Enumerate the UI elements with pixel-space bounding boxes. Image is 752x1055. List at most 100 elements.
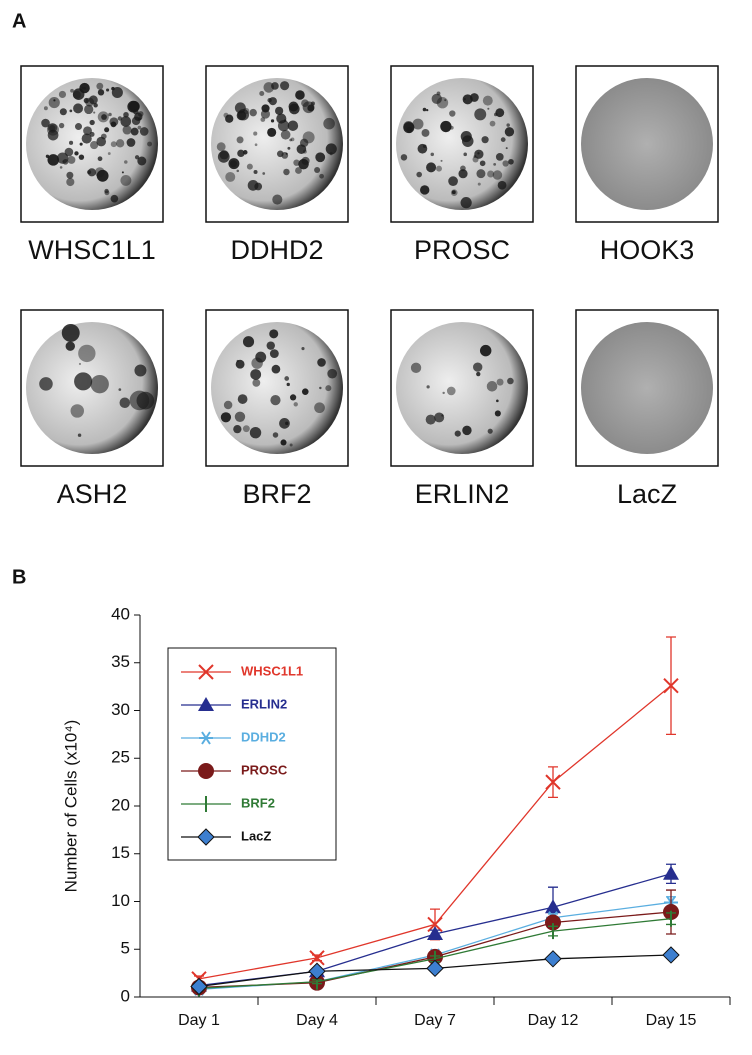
- colony: [494, 410, 501, 417]
- colony: [461, 135, 474, 147]
- colony: [280, 439, 287, 446]
- x-tick-label: Day 4: [296, 1012, 338, 1029]
- colony: [426, 162, 437, 173]
- colony: [254, 143, 258, 147]
- colony: [295, 90, 305, 100]
- y-axis-label: Number of Cells (x10⁴): [61, 720, 80, 893]
- colony: [70, 88, 74, 93]
- colony: [463, 152, 467, 157]
- colony: [84, 104, 94, 115]
- colony: [460, 197, 472, 209]
- colony: [283, 168, 290, 176]
- colony: [430, 152, 435, 157]
- marker: [545, 774, 561, 790]
- colony: [479, 160, 486, 167]
- colony: [259, 91, 265, 97]
- colony: [59, 108, 67, 116]
- plates: WHSC1L1 DDHD2 PROSC HOOK3 ASH2 BRF2 ERLIN2 LacZ: [20, 65, 719, 509]
- chart: 0 5 10 15 20 25 30 35 40 Number of Cells (x10⁴) Da…: [61, 604, 731, 1029]
- colony: [220, 412, 232, 423]
- colony: [436, 165, 442, 172]
- colony: [400, 154, 408, 161]
- legend-label: BRF2: [241, 795, 275, 810]
- colony: [106, 88, 110, 92]
- colony: [90, 141, 99, 150]
- colony: [78, 344, 96, 363]
- colony: [242, 425, 250, 433]
- colony: [426, 108, 429, 112]
- x-tick-label: Day 1: [178, 1012, 220, 1029]
- marker: [544, 950, 562, 968]
- colony: [236, 136, 244, 144]
- colony: [110, 141, 117, 148]
- colony: [111, 86, 123, 99]
- colony: [97, 156, 103, 162]
- colony: [43, 106, 48, 111]
- colony: [58, 90, 67, 99]
- colony: [134, 155, 140, 160]
- colony: [462, 94, 473, 105]
- colony: [302, 149, 307, 154]
- colony: [314, 402, 325, 414]
- colony: [66, 171, 74, 179]
- colony: [69, 140, 74, 145]
- colony: [284, 376, 290, 381]
- colony: [107, 152, 111, 155]
- colony: [506, 123, 510, 127]
- colony: [508, 158, 514, 165]
- x-tick-label: Day 12: [528, 1012, 579, 1029]
- colony: [279, 417, 290, 429]
- marker: [662, 946, 680, 964]
- colony: [502, 160, 509, 167]
- colony: [446, 386, 456, 396]
- colony: [104, 127, 110, 133]
- colony: [69, 109, 73, 113]
- marker: [663, 865, 679, 880]
- colony: [317, 358, 326, 367]
- colony: [73, 103, 84, 114]
- y-tick-label: 40: [111, 604, 130, 623]
- colony: [325, 385, 332, 392]
- colony: [493, 112, 498, 117]
- colony: [111, 86, 115, 91]
- marker: [663, 677, 679, 694]
- colony: [247, 179, 259, 191]
- colony: [421, 128, 430, 137]
- marker: [427, 925, 443, 940]
- colony: [236, 169, 240, 173]
- plate: [581, 322, 713, 454]
- marker: [198, 664, 214, 680]
- colony: [83, 126, 92, 136]
- colony: [271, 364, 281, 374]
- colony: [97, 89, 105, 96]
- colony: [266, 341, 275, 350]
- colony: [323, 117, 335, 130]
- colony: [130, 127, 139, 136]
- colony: [147, 141, 153, 147]
- colony: [270, 395, 281, 406]
- colony: [246, 163, 253, 170]
- colony: [110, 194, 119, 203]
- colony: [289, 138, 293, 142]
- colony: [272, 432, 279, 438]
- panel-label: A: [12, 10, 26, 32]
- colony: [272, 194, 283, 205]
- colony: [431, 93, 442, 105]
- colony: [301, 156, 310, 165]
- colony: [454, 430, 461, 437]
- colony: [124, 160, 128, 164]
- colony: [137, 125, 142, 130]
- colony: [289, 443, 293, 447]
- colony: [117, 116, 123, 121]
- x-tick-label: Day 7: [414, 1012, 456, 1029]
- colony: [89, 119, 95, 126]
- colony: [275, 106, 284, 115]
- colony: [507, 377, 514, 385]
- y-tick-label: 30: [111, 700, 130, 719]
- colony: [416, 171, 422, 178]
- colony: [496, 399, 499, 403]
- colony: [89, 131, 95, 137]
- colony: [412, 118, 424, 130]
- colony: [59, 166, 63, 169]
